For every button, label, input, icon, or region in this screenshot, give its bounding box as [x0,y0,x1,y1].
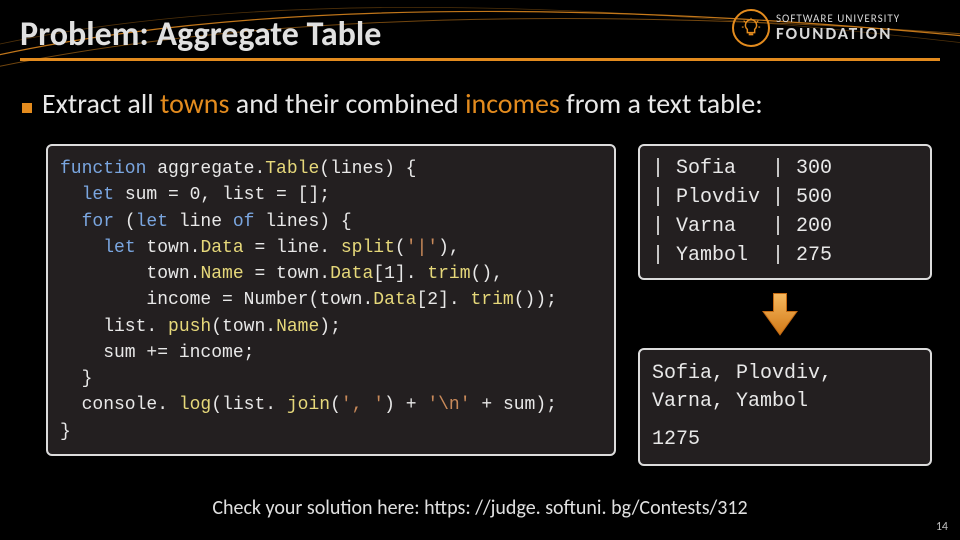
slide-title: Problem: Aggregate Table [20,14,381,55]
logo: SOFTWARE UNIVERSITY FOUNDATION [732,6,942,50]
bullet-text: Extract all towns and their combined inc… [42,86,763,121]
lightbulb-icon [732,9,770,47]
footer-text: Check your solution here: https: //judge… [0,496,960,520]
output-sum: 1275 [652,426,918,454]
bullet-square-icon [22,103,32,113]
bullet-point: Extract all towns and their combined inc… [22,86,763,121]
footer-link[interactable]: https: //judge. softuni. bg/Contests/312 [424,496,748,520]
output-towns-1: Sofia, Plovdiv, [652,360,918,388]
logo-text: SOFTWARE UNIVERSITY FOUNDATION [776,13,900,44]
code-block: function aggregate.Table(lines) { let su… [46,144,616,456]
arrow-down-icon [760,292,800,336]
input-table: | Sofia | 300 | Plovdiv | 500 | Varna | … [638,144,932,280]
page-number: 14 [936,520,948,534]
output-block: Sofia, Plovdiv, Varna, Yambol 1275 [638,348,932,466]
title-underline [20,58,940,61]
output-towns-2: Varna, Yambol [652,388,918,416]
